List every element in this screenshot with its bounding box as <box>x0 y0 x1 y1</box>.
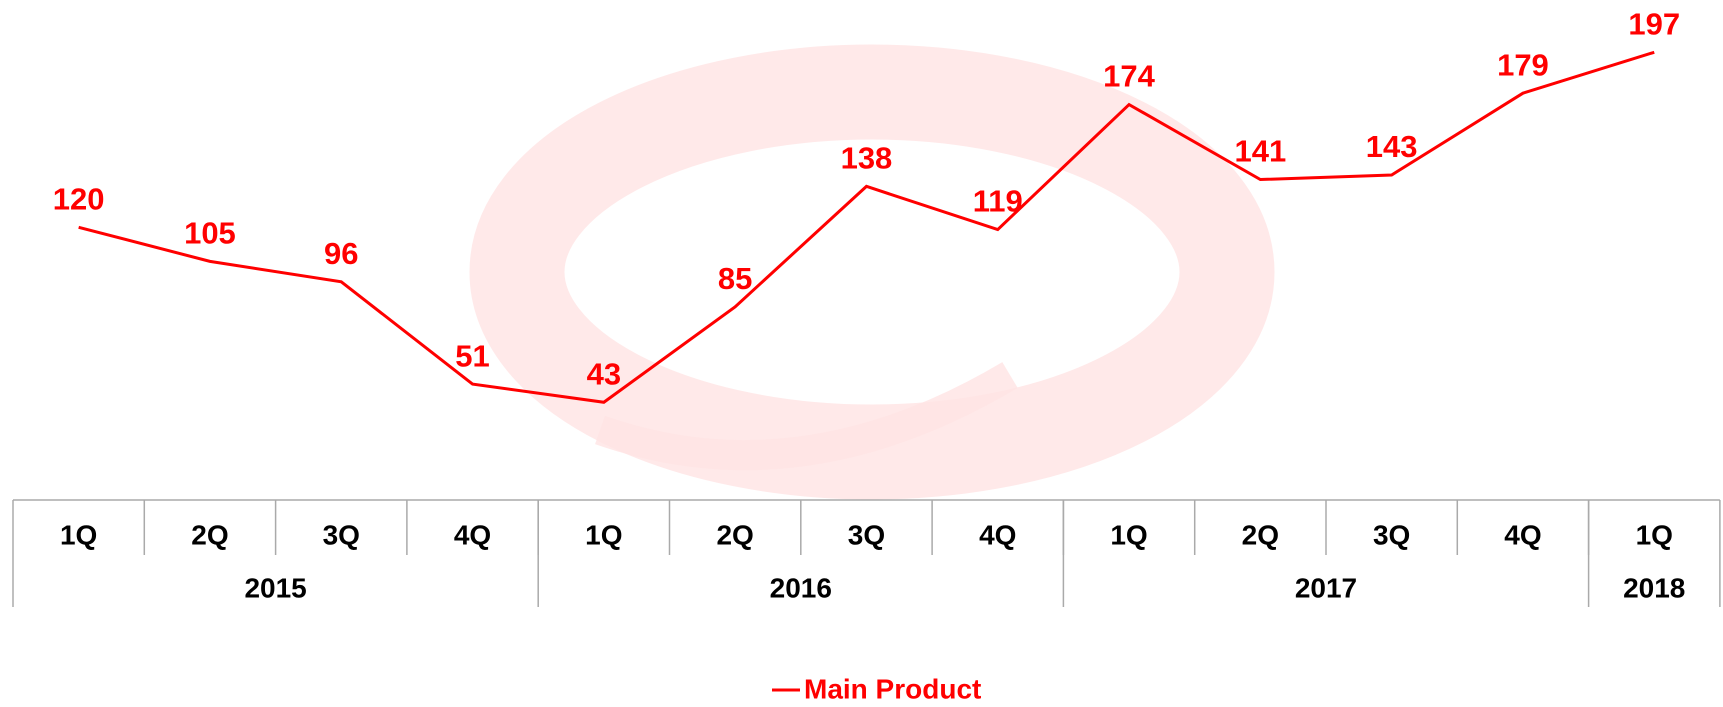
data-label: 179 <box>1497 47 1549 82</box>
data-label: 43 <box>587 356 621 391</box>
data-label: 143 <box>1366 129 1418 164</box>
group-label: 2016 <box>770 572 832 603</box>
data-label: 120 <box>53 181 105 216</box>
group-label: 2015 <box>244 572 306 603</box>
x-tick-label: 4Q <box>454 519 491 550</box>
x-tick-label: 2Q <box>191 519 228 550</box>
legend-label: Main Product <box>804 673 981 704</box>
data-label: 141 <box>1234 134 1286 169</box>
x-tick-label: 4Q <box>979 519 1016 550</box>
watermark <box>469 44 1275 500</box>
data-label: 174 <box>1103 59 1155 94</box>
data-label: 138 <box>841 141 893 176</box>
data-label: 96 <box>324 236 358 271</box>
line <box>78 50 1655 404</box>
x-tick-label: 1Q <box>1110 519 1147 550</box>
group-label: 2017 <box>1295 572 1357 603</box>
x-tick-label: 2Q <box>1242 519 1279 550</box>
data-label: 197 <box>1628 6 1680 41</box>
x-tick-label: 3Q <box>323 519 360 550</box>
x-tick-label: 3Q <box>848 519 885 550</box>
x-tick-label: 3Q <box>1373 519 1410 550</box>
data-label: 51 <box>455 338 489 373</box>
x-tick-label: 1Q <box>585 519 622 550</box>
x-tick-label: 4Q <box>1504 519 1541 550</box>
data-label: 85 <box>718 261 752 296</box>
x-tick-label: 1Q <box>60 519 97 550</box>
data-label: 105 <box>184 216 236 251</box>
x-tick-label: 2Q <box>716 519 753 550</box>
data-label: 119 <box>973 184 1023 219</box>
x-tick-label: 1Q <box>1636 519 1673 550</box>
group-label: 2018 <box>1623 572 1685 603</box>
